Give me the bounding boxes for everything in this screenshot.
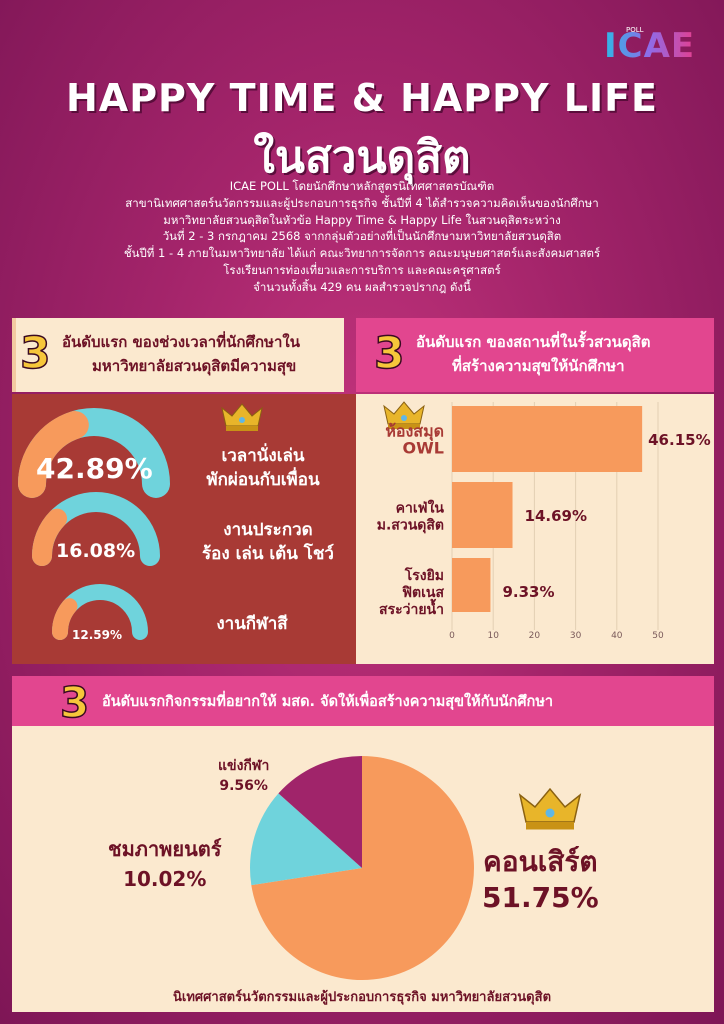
gauge-label-2-line1: งานประกวด: [223, 520, 313, 540]
happy-time-panel: 42.89% 16.08% 12.59% เวลานั่งเล่น พักผ่อ…: [12, 394, 356, 664]
bar-value-label: 14.69%: [525, 507, 587, 525]
section2-title-line2: ที่สร้างความสุขให้นักศึกษา: [452, 357, 625, 375]
page-title: HAPPY TIME & HAPPY LIFE: [65, 76, 659, 120]
happy-place-panel: 0 10 20 30 40 50 46.15% ห้องสมุด OWL 14.69% คาเฟ่ใ…: [356, 394, 714, 664]
bar-2: [452, 482, 513, 548]
pie-label-concert-name: คอนเสิร์ต: [483, 845, 598, 878]
pie-label-sport-name: แข่งกีฬา: [218, 758, 270, 774]
crown-icon: [383, 401, 425, 429]
logo-poll-text: POLL: [626, 26, 644, 34]
bar-3: [452, 558, 491, 612]
section2-title-line1: อันดับแรก ของสถานที่ในรั้วสวนดุสิต: [416, 333, 651, 351]
bar-value-label: 9.33%: [502, 583, 554, 601]
section3-number: 3: [59, 677, 90, 728]
bar-1: [452, 406, 643, 472]
intro-line: มหาวิทยาลัยสวนดุสิตในหัวข้อ Happy Time &…: [163, 212, 561, 227]
crown-icon: [221, 403, 263, 431]
activity-panel: แข่งกีฬา 9.56% ชมภาพยนตร์ 10.02% คอนเสิร…: [12, 726, 714, 1012]
section1-title-line2: มหาวิทยาลัยสวนดุสิตมีความสุข: [92, 357, 297, 375]
section1-header: 3 อันดับแรก ของช่วงเวลาที่นักศึกษาใน มหา…: [12, 318, 344, 392]
gauge-label-3: งานกีฬาสี: [192, 612, 312, 636]
icae-logo: POLL ICAE: [604, 26, 700, 72]
section2-number: 3: [373, 327, 405, 380]
bar-category-label: OWL: [403, 439, 444, 458]
x-tick-label: 0: [449, 631, 455, 641]
intro-line: โรงเรียนการท่องเที่ยวและการบริการ และคณะ…: [223, 262, 501, 277]
pie-slice-1: [251, 756, 474, 980]
gauge-label-2-line2: ร้อง เล่น เต้น โชว์: [202, 544, 334, 564]
x-tick-label: 50: [652, 631, 664, 641]
x-tick-label: 40: [611, 631, 623, 641]
gauge-value-2: 16.08%: [56, 540, 136, 562]
gauge-value-3: 12.59%: [72, 628, 122, 642]
gauge-fill-1: [18, 411, 89, 498]
bar-category-label: โรงยิม: [404, 566, 444, 584]
bar-category-label: สระว่ายน้ำ: [379, 598, 444, 618]
gauge-fill-3: [52, 598, 78, 640]
pie-label-sport: แข่งกีฬา 9.56%: [218, 756, 269, 796]
gauge-label-1: เวลานั่งเล่น พักผ่อนกับเพื่อน: [188, 444, 338, 492]
bar-category-label: ห้องสมุด: [385, 422, 444, 442]
section1-number: 3: [19, 327, 51, 380]
intro-line: จำนวนทั้งสิ้น 429 คน ผลสำรวจปรากฎ ดังนี้: [253, 279, 471, 294]
gauge-chart: [18, 403, 263, 640]
x-tick-label: 30: [570, 631, 582, 641]
pie-chart: [250, 756, 582, 980]
pie-slice-3: [278, 756, 362, 868]
pie-label-concert: คอนเสิร์ต 51.75%: [482, 844, 599, 916]
pie-label-movie: ชมภาพยนตร์ 10.02%: [108, 834, 221, 894]
x-tick-label: 10: [487, 631, 499, 641]
x-tick-label: 20: [529, 631, 541, 641]
bar-category-label: ฟิตเนส: [401, 585, 444, 601]
gauge-fill-2: [32, 508, 68, 566]
footer-text: นิเทศศาสตร์นวัตกรรมและผู้ประกอบการธุรกิจ…: [172, 990, 552, 1005]
pie-label-movie-value: 10.02%: [123, 867, 207, 891]
section3-header: 3 อันดับแรกกิจกรรมที่อยากให้ มสด. จัดให้…: [12, 676, 714, 728]
intro-line: ชั้นปีที่ 1 - 4 ภายในมหาวิทยาลัย ได้แก่ …: [123, 246, 601, 261]
pie-label-movie-name: ชมภาพยนตร์: [108, 837, 222, 861]
page-subtitle: ในสวนดุสิต: [253, 132, 471, 183]
gauge-value-1: 42.89%: [36, 452, 153, 485]
gauge-label-1-line2: พักผ่อนกับเพื่อน: [206, 470, 320, 490]
pie-label-concert-value: 51.75%: [482, 881, 599, 914]
bar-category-label: คาเฟ่ใน: [396, 499, 445, 517]
section2-header: 3 อันดับแรก ของสถานที่ในรั้วสวนดุสิต ที่…: [356, 318, 714, 392]
intro-line: วันที่ 2 - 3 กรกฎาคม 2568 จากกลุ่มตัวอย่…: [162, 229, 562, 244]
bar-value-label: 46.15%: [648, 431, 710, 449]
section3-title: อันดับแรกกิจกรรมที่อยากให้ มสด. จัดให้เพ…: [102, 694, 554, 710]
intro-line: ICAE POLL โดยนักศึกษาหลักสูตรนิเทศศาสตรบ…: [229, 179, 495, 193]
gauge-label-2: งานประกวด ร้อง เล่น เต้น โชว์: [188, 518, 348, 566]
bar-category-label: ม.สวนดุสิต: [377, 518, 444, 534]
crown-icon: [518, 787, 582, 830]
intro-paragraph: ICAE POLL โดยนักศึกษาหลักสูตรนิเทศศาสตรบ…: [40, 178, 684, 296]
pie-slice-2: [250, 793, 362, 886]
logo-text: ICAE: [604, 26, 696, 66]
intro-line: สาขานิเทศศาสตร์นวัตกรรมและผู้ประกอบการธุ…: [125, 195, 599, 210]
gauge-label-1-line1: เวลานั่งเล่น: [221, 446, 305, 466]
section1-title-line1: อันดับแรก ของช่วงเวลาที่นักศึกษาใน: [62, 333, 300, 351]
gauge-label-3-line1: งานกีฬาสี: [216, 614, 288, 634]
pie-label-sport-value: 9.56%: [219, 778, 268, 794]
